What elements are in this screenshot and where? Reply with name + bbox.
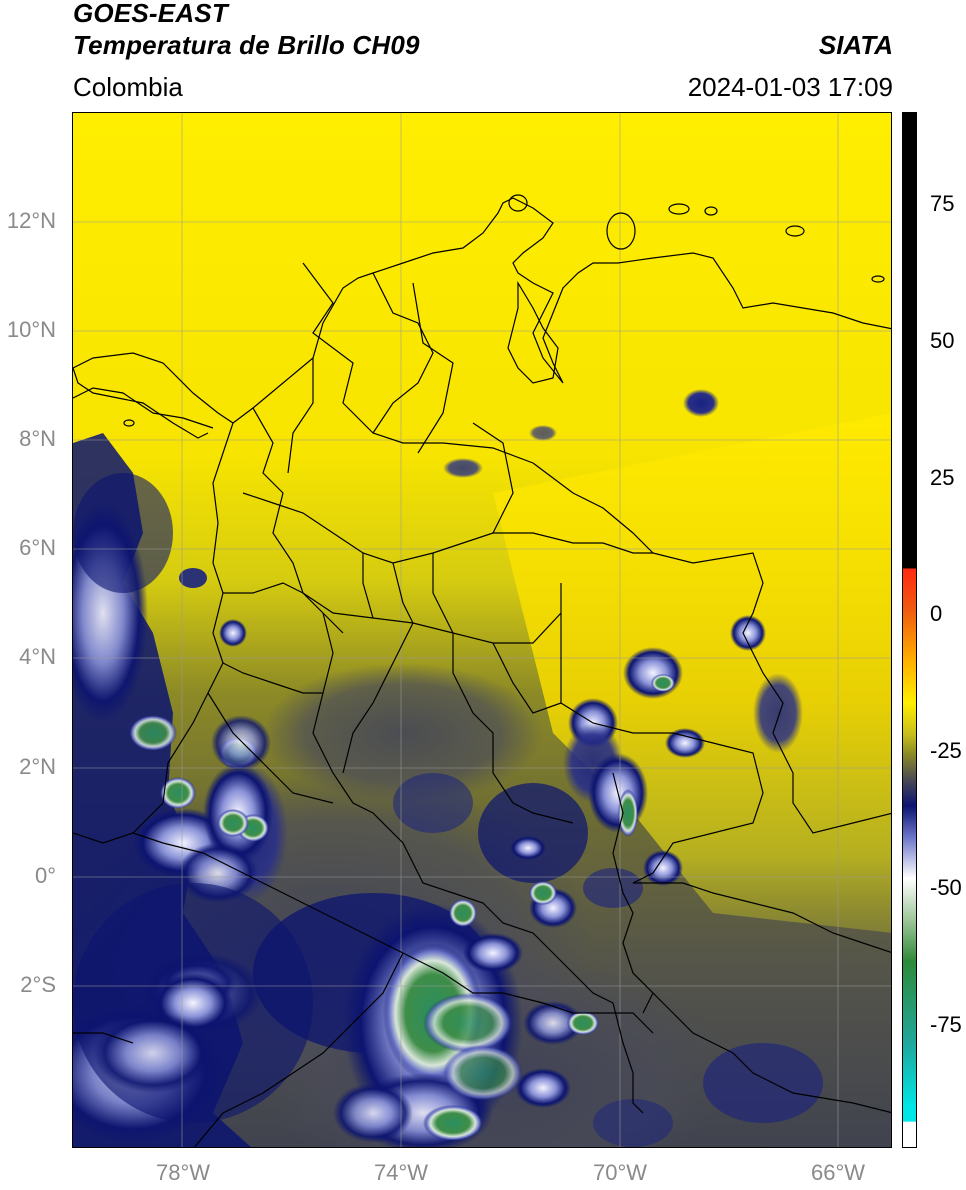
colorbar-tick-50: 50: [930, 328, 955, 353]
lat-tick-10n: 10°N: [6, 317, 56, 342]
colorbar-ramp: [903, 113, 916, 1147]
lon-tick-74w: 74°W: [373, 1160, 429, 1185]
graticule: [73, 113, 891, 1147]
satellite-map: [73, 113, 891, 1147]
lat-tick-4n: 4°N: [19, 644, 56, 669]
lat-tick-2n: 2°N: [19, 754, 56, 779]
colorbar-tick-minus75: -75: [930, 1012, 962, 1037]
colorbar-tick-minus25: -25: [930, 738, 962, 763]
colorbar-tick-minus50: -50: [930, 875, 962, 900]
lon-tick-78w: 78°W: [155, 1160, 211, 1185]
lon-tick-70w: 70°W: [592, 1160, 648, 1185]
political-boundaries: [73, 194, 891, 1147]
colorbar-tick-25: 25: [930, 465, 955, 490]
title-satellite: GOES-EAST: [73, 0, 228, 28]
timestamp-label: 2024-01-03 17:09: [687, 72, 893, 102]
title-product: Temperatura de Brillo CH09: [73, 30, 420, 60]
temperature-colorbar: [902, 112, 917, 1148]
map-panel[interactable]: [72, 112, 892, 1148]
colorbar-tick-75: 75: [930, 191, 955, 216]
lat-tick-6n: 6°N: [19, 535, 56, 560]
colorbar-tick-0: 0: [930, 601, 943, 626]
region-label: Colombia: [73, 72, 183, 102]
lat-tick-2s: 2°S: [20, 972, 56, 997]
organization-label: SIATA: [818, 30, 893, 60]
lon-tick-66w: 66°W: [810, 1160, 866, 1185]
lat-tick-12n: 12°N: [6, 208, 56, 233]
lat-tick-8n: 8°N: [19, 426, 56, 451]
lat-tick-equator: 0°: [34, 863, 56, 888]
